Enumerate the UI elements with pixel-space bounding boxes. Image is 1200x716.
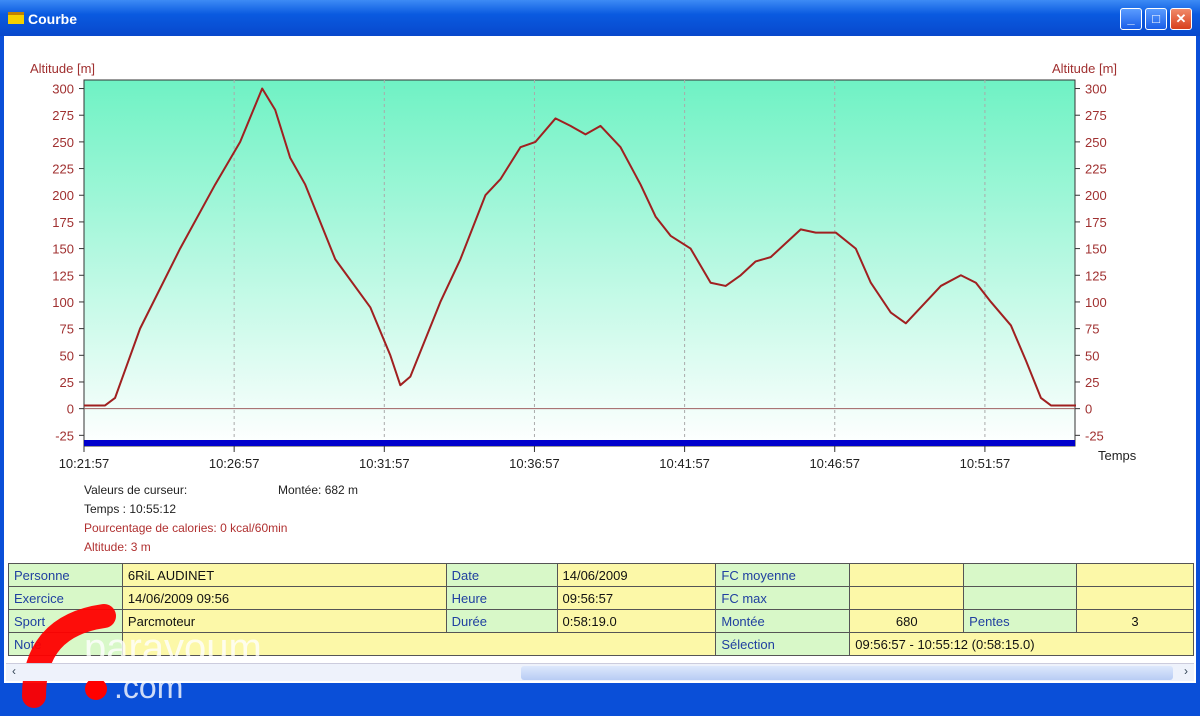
y-tick-label-right: 0: [1085, 402, 1092, 417]
value-duree: 0:58:19.0: [556, 609, 717, 633]
plot-area: [83, 79, 1076, 447]
y-tick-label-right: 300: [1085, 82, 1107, 97]
cursor-montee: Montée: 682 m: [278, 483, 359, 497]
y-tick-label-right: 200: [1085, 188, 1107, 203]
value-exercice: 14/06/2009 09:56: [121, 586, 447, 610]
cursor-calories: Pourcentage de calories: 0 kcal/60min: [84, 521, 288, 535]
value-personne: 6RiL AUDINET: [121, 563, 447, 587]
label-exercice: Exercice: [8, 586, 123, 610]
value-note: [121, 632, 717, 656]
y-tick-label-right: 225: [1085, 162, 1107, 177]
altitude-line: [84, 87, 1077, 407]
baseline-bar: [84, 440, 1075, 446]
maximize-button[interactable]: □: [1145, 8, 1167, 30]
x-tick-label: 10:36:57: [509, 456, 560, 471]
x-tick-label: 10:51:57: [960, 456, 1011, 471]
close-button[interactable]: ✕: [1170, 8, 1192, 30]
y-tick-label-left: 0: [67, 402, 74, 417]
cursor-header: Valeurs de curseur:: [84, 483, 188, 497]
y-tick-label-left: -25: [55, 428, 74, 443]
window-content: Altitude [m] Altitude [m] Temps 10:21:57…: [4, 36, 1196, 708]
label-heure: Heure: [445, 586, 558, 610]
summary-table: Personne 6RiL AUDINET Date 14/06/2009 FC m…: [8, 563, 1194, 656]
y-tick-label-left: 100: [52, 295, 74, 310]
table-row: Exercice 14/06/2009 09:56 Heure 09:56:57 F…: [8, 586, 1194, 610]
y-tick-label-right: 175: [1085, 215, 1107, 230]
y-axis-label-left: Altitude [m]: [30, 61, 95, 76]
value-fc-max: [849, 586, 965, 610]
y-tick-label-left: 275: [52, 108, 74, 123]
minimize-button[interactable]: _: [1120, 8, 1142, 30]
label-personne: Personne: [8, 563, 123, 587]
label-fc-max: FC max: [715, 586, 851, 610]
y-tick-label-left: 200: [52, 188, 74, 203]
y-tick-label-left: 175: [52, 215, 74, 230]
x-tick-label: 10:31:57: [359, 456, 410, 471]
y-tick-label-left: 25: [60, 375, 74, 390]
label-selection: Sélection: [715, 632, 851, 656]
value-sport: Parcmoteur: [121, 609, 447, 633]
folder-icon: [8, 12, 24, 24]
x-tick-label: 10:21:57: [59, 456, 110, 471]
y-tick-label-left: 150: [52, 242, 74, 257]
y-tick-label-left: 75: [60, 322, 74, 337]
y-tick-label-left: 300: [52, 82, 74, 97]
table-row: Sport Parcmoteur Durée 0:58:19.0 Montée 680…: [8, 609, 1194, 633]
label-pentes: Pentes: [963, 609, 1078, 633]
y-tick-label-right: 75: [1085, 322, 1099, 337]
y-tick-label-right: 275: [1085, 108, 1107, 123]
value-date: 14/06/2009: [556, 563, 717, 587]
y-tick-label-left: 125: [52, 268, 74, 283]
empty-cell: [1076, 563, 1194, 587]
table-row: Note Sélection 09:56:57 - 10:55:12 (0:58:…: [8, 632, 1194, 656]
scrollbar-thumb[interactable]: [521, 666, 1173, 680]
y-tick-label-right: -25: [1085, 428, 1104, 443]
y-tick-label-left: 250: [52, 135, 74, 150]
y-tick-label-right: 25: [1085, 375, 1099, 390]
scroll-right-icon[interactable]: ›: [1184, 664, 1188, 678]
empty-cell: [963, 563, 1078, 587]
altitude-chart[interactable]: Altitude [m] Altitude [m] Temps 10:21:57…: [4, 36, 1196, 536]
table-row: Personne 6RiL AUDINET Date 14/06/2009 FC m…: [8, 563, 1194, 587]
x-axis-label: Temps: [1098, 448, 1137, 463]
label-sport: Sport: [8, 609, 123, 633]
y-tick-label-right: 125: [1085, 268, 1107, 283]
empty-cell: [963, 586, 1078, 610]
label-note: Note: [8, 632, 123, 656]
label-date: Date: [445, 563, 558, 587]
y-tick-label-right: 250: [1085, 135, 1107, 150]
label-montee: Montée: [715, 609, 851, 633]
label-duree: Durée: [445, 609, 558, 633]
horizontal-scrollbar[interactable]: ‹ ›: [6, 663, 1194, 681]
y-tick-label-right: 50: [1085, 348, 1099, 363]
cursor-altitude: Altitude: 3 m: [84, 540, 151, 554]
y-tick-label-left: 50: [60, 348, 74, 363]
x-tick-label: 10:41:57: [659, 456, 710, 471]
value-fc-moyenne: [849, 563, 965, 587]
x-tick-label: 10:26:57: [209, 456, 260, 471]
x-tick-label: 10:46:57: [809, 456, 860, 471]
empty-cell: [1076, 586, 1194, 610]
value-selection: 09:56:57 - 10:55:12 (0:58:15.0): [849, 632, 1194, 656]
window-title: Courbe: [28, 11, 77, 27]
value-heure: 09:56:57: [556, 586, 717, 610]
y-tick-label-right: 100: [1085, 295, 1107, 310]
y-axis-label-right: Altitude [m]: [1052, 61, 1117, 76]
label-fc-moyenne: FC moyenne: [715, 563, 851, 587]
value-pentes: 3: [1076, 609, 1194, 633]
scroll-left-icon[interactable]: ‹: [12, 664, 16, 678]
y-tick-label-left: 225: [52, 162, 74, 177]
value-montee: 680: [849, 609, 965, 633]
title-bar: Courbe _ □ ✕: [0, 0, 1200, 36]
cursor-temps: Temps : 10:55:12: [84, 502, 177, 516]
y-tick-label-right: 150: [1085, 242, 1107, 257]
